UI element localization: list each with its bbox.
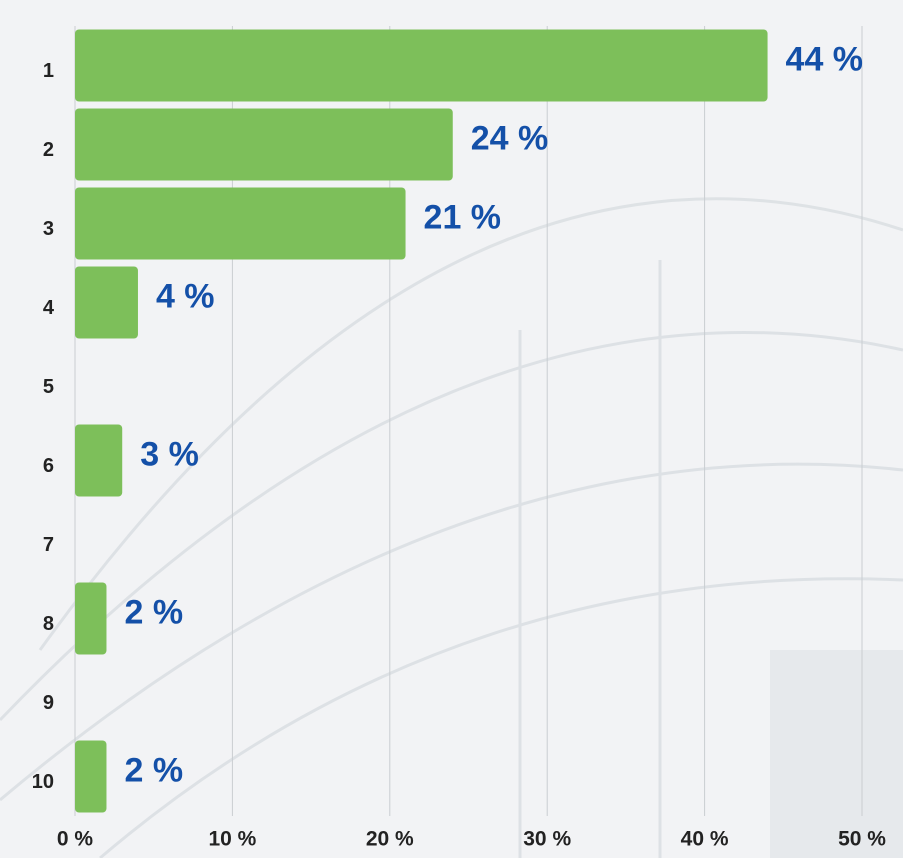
y-tick-label: 1 [43,60,54,82]
y-tick-label: 8 [43,613,54,635]
x-tick-label: 10 % [208,828,256,851]
value-label: 2 % [124,593,183,631]
background-block [770,650,903,858]
y-tick-label: 6 [43,455,54,477]
value-label: 21 % [424,198,502,236]
y-tick-label: 3 [43,218,54,240]
y-tick-label: 7 [43,534,54,556]
value-label: 2 % [124,751,183,789]
x-tick-label: 0 % [57,828,94,851]
bar [75,187,406,260]
y-tick-label: 9 [43,692,54,714]
value-label: 44 % [786,40,864,78]
background-decoration [0,197,903,858]
bar [75,108,453,181]
x-tick-label: 40 % [681,828,729,851]
value-label: 3 % [140,435,199,473]
y-tick-label: 2 [43,139,54,161]
bar [75,582,107,655]
y-tick-label: 10 [32,771,54,793]
bar [75,424,123,497]
bar [75,29,768,102]
value-label: 24 % [471,119,549,157]
y-tick-label: 4 [43,297,55,319]
x-tick-label: 20 % [366,828,414,851]
bar [75,740,107,813]
x-tick-label: 30 % [523,828,571,851]
y-tick-label: 5 [43,376,54,398]
value-label: 4 % [156,277,215,315]
bar [75,266,138,339]
x-tick-label: 50 % [838,828,886,851]
